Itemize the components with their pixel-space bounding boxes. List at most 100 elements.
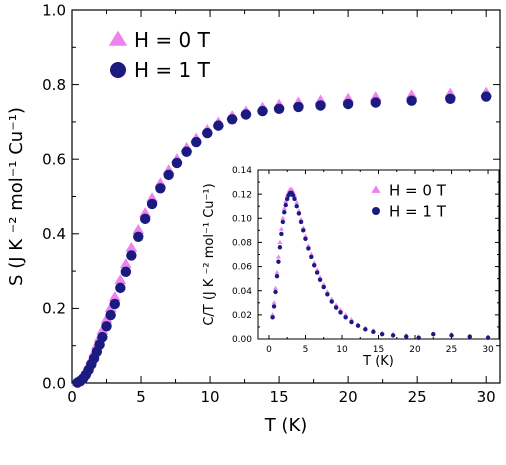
- main-series-h1-point: [342, 98, 354, 110]
- inset-series-h1-point: [290, 193, 296, 198]
- main-x-tick-label: 30: [477, 388, 496, 406]
- inset-y-tick-label: 0.02: [232, 311, 252, 321]
- inset-series-h1-point: [294, 204, 299, 209]
- main-x-tick-label: 10: [201, 388, 220, 406]
- main-series-h1-point: [315, 100, 326, 111]
- main-x-axis-label: T (K): [264, 415, 308, 436]
- main-legend-marker-h0: [108, 30, 128, 46]
- inset-data-points: [270, 186, 491, 340]
- main-series-h1-point: [146, 198, 158, 210]
- inset-series-h1-point: [309, 254, 314, 260]
- inset-series-h1-point: [449, 333, 454, 338]
- main-series-h1-point: [257, 105, 268, 117]
- inset-series-h1-point: [333, 305, 339, 310]
- inset-series-h1-point: [325, 292, 330, 297]
- inset-series-h0-point: [274, 270, 280, 275]
- inset-series-h0-point: [271, 300, 277, 305]
- main-series-h1-point: [406, 95, 417, 106]
- inset-legend: H = 0 T H = 1 T: [371, 181, 447, 220]
- inset-series-h0-point: [275, 254, 281, 259]
- main-series-h0-point: [104, 302, 117, 313]
- main-series-h1-point: [480, 91, 492, 102]
- inset-series-h1-point: [280, 219, 286, 225]
- inset-series-h0-point: [314, 267, 320, 272]
- main-series-h1-point: [273, 103, 285, 115]
- inset-series-h0-point: [321, 282, 327, 287]
- inset-y-tick-label: 0.06: [232, 263, 252, 273]
- main-y-tick-label: 0.6: [42, 150, 66, 168]
- inset-series-h1-point: [306, 246, 311, 251]
- main-series-h1-point: [171, 157, 183, 169]
- inset-series-h0-point: [281, 206, 287, 211]
- main-x-tick-label: 25: [408, 388, 427, 406]
- inset-series-h1-point: [270, 315, 275, 320]
- inset-series-h0-point: [324, 289, 330, 294]
- main-y-tick-label: 0.8: [42, 76, 66, 94]
- inset-series-h1-point: [363, 327, 368, 332]
- main-series-h1-point: [240, 109, 252, 120]
- inset-series-h1-point: [379, 331, 385, 337]
- inset-series-h1-point: [301, 228, 306, 233]
- inset-series-h1-point: [321, 284, 326, 290]
- main-legend-label: H = 0 T: [134, 28, 211, 52]
- inset-legend-label: H = 1 T: [389, 202, 447, 220]
- main-chart: 0 5 10 15 20 25 30 0.0 0.2 0.4 0.6 0.8 1.0 T (K) S (…: [6, 1, 501, 436]
- main-x-tick-label: 0: [67, 388, 77, 406]
- inset-series-h1-point: [355, 323, 361, 328]
- main-series-h1-point: [139, 213, 151, 225]
- main-series-h1-point: [181, 146, 192, 157]
- inset-series-h1-point: [404, 334, 409, 339]
- inset-series-h1-point: [271, 304, 277, 309]
- inset-x-tick-label: 25: [446, 345, 457, 355]
- main-series-h1-point: [213, 120, 224, 131]
- inset-series-h0-point: [311, 260, 317, 265]
- main-series-h0-point: [119, 258, 132, 269]
- inset-series-h1-point: [416, 335, 421, 340]
- inset-series-h1-point: [279, 231, 284, 237]
- main-legend: H = 0 T H = 1 T: [108, 28, 211, 82]
- inset-series-h0-point: [300, 225, 306, 230]
- inset-axis-ticks: 0 5 10 15 20 25 30 0.00 0.02 0.04 0.06 0.08 0.10 0.12…: [232, 166, 499, 355]
- inset-series-h0-point: [272, 285, 279, 290]
- main-series-h1-point: [293, 101, 304, 113]
- main-data-points: [71, 86, 493, 388]
- inset-y-tick-label: 0.14: [232, 166, 252, 176]
- inset-series-h0-point: [302, 233, 308, 238]
- main-series-h0-point: [139, 207, 152, 218]
- main-series-h0-point: [132, 223, 145, 234]
- main-y-axis-label: S (J K ⁻² mol⁻¹ Cu⁻¹): [6, 107, 27, 286]
- inset-x-tick-label: 5: [303, 345, 309, 355]
- inset-y-tick-label: 0.10: [232, 214, 252, 224]
- inset-y-tick-label: 0.00: [232, 335, 252, 345]
- main-y-tick-label: 0.2: [42, 300, 66, 318]
- main-series-h1-point: [191, 136, 202, 148]
- inset-series-h0-point: [329, 296, 335, 301]
- main-y-tick-label: 0.0: [42, 374, 66, 392]
- inset-series-h0-point: [283, 198, 289, 203]
- inset-series-h0-point: [278, 226, 284, 231]
- main-series-h1-point: [115, 282, 126, 294]
- inset-series-h1-point: [282, 210, 287, 215]
- main-series-h1-point: [155, 183, 166, 194]
- main-series-h1-point: [133, 231, 144, 242]
- inset-plot-frame: [257, 169, 500, 340]
- inset-series-h1-point: [317, 277, 323, 283]
- main-series-h0-point: [146, 192, 159, 203]
- main-series-h1-point: [101, 321, 112, 332]
- main-x-tick-label: 20: [339, 388, 358, 406]
- inset-series-h1-point: [314, 270, 320, 275]
- inset-series-h1-point: [292, 196, 297, 202]
- inset-series-h1-point: [285, 196, 290, 202]
- inset-series-h0-point: [343, 312, 349, 317]
- main-series-h0-point: [100, 313, 113, 324]
- main-x-tick-label: 5: [136, 388, 146, 406]
- inset-y-axis-label: C/T (J K ⁻² mol⁻¹ Cu⁻¹): [202, 183, 217, 325]
- inset-series-h0-point: [277, 239, 283, 245]
- inset-series-h1-point: [298, 219, 304, 225]
- main-y-tick-label: 0.4: [42, 225, 66, 243]
- inset-series-h0-point: [337, 307, 344, 312]
- inset-series-h0-point: [280, 215, 286, 220]
- inset-series-h0-point: [305, 243, 311, 248]
- main-series-h1-point: [120, 266, 132, 278]
